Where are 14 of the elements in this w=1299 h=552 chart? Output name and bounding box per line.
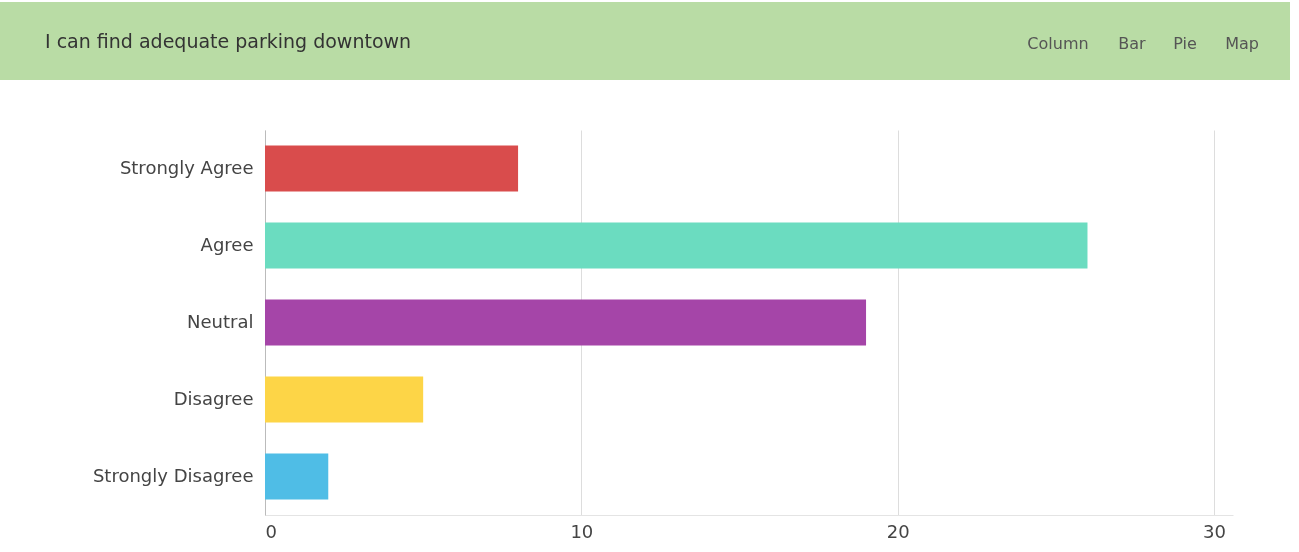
- text: Pie: [1173, 34, 1197, 53]
- y-tick-label: Strongly Agree: [119, 156, 254, 178]
- y-tick-label: Neutral: [187, 310, 254, 332]
- x-tick-label: 10: [570, 520, 594, 542]
- y-tick-label: Strongly Disagree: [92, 464, 254, 486]
- x-tick-label: 0: [265, 520, 277, 542]
- y-tick-label: Agree: [200, 233, 254, 255]
- text: Column: [1027, 34, 1089, 53]
- chart-title: I can find adequate parking downtown: [45, 30, 412, 52]
- text: Bar: [1118, 34, 1147, 53]
- y-tick-label: Disagree: [173, 387, 254, 409]
- x-tick-label: 20: [886, 520, 910, 542]
- text: Map: [1225, 34, 1259, 53]
- x-tick-label: 30: [1203, 520, 1226, 542]
